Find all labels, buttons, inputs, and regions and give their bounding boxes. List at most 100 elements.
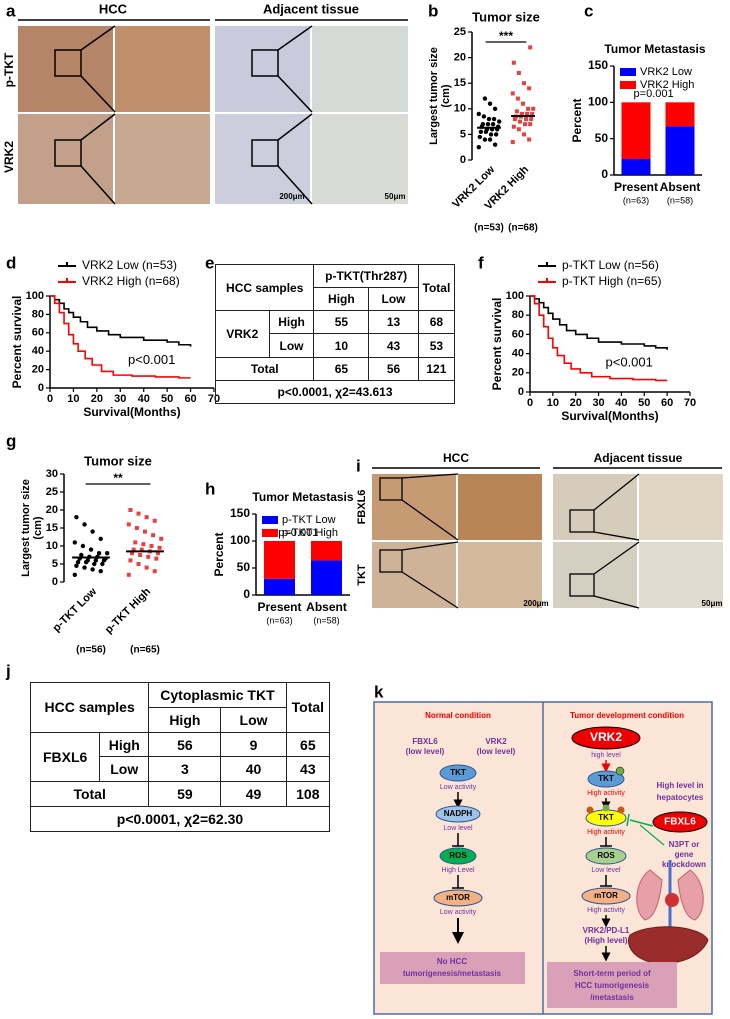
node-state: Low activity (440, 784, 477, 791)
data-point (90, 529, 95, 534)
panel-label: a (6, 1, 16, 20)
cell: 56 (148, 731, 222, 758)
data-point (126, 572, 131, 577)
x-tick-label: 30 (114, 393, 126, 405)
outcome: HCC tumorigenesis (575, 981, 650, 990)
node-label: mTOR (446, 893, 470, 902)
contingency-table: HCC samples Cytoplasmic TKT Total High Low … (29, 682, 331, 832)
table-footer: p<0.0001, χ2=43.613 (215, 379, 455, 405)
row-header: Low (99, 756, 150, 783)
data-point (74, 563, 79, 568)
y-tick-label: 20 (46, 504, 58, 516)
node (435, 805, 481, 823)
note: High level in (656, 781, 703, 790)
bar-segment (621, 102, 651, 160)
x-tick-label: 40 (138, 393, 150, 405)
data-point (74, 515, 79, 520)
column-header: Low (368, 287, 419, 312)
scale-bar-label: 50μm (702, 599, 723, 608)
chart-title: Tumor Metastasis (252, 490, 353, 504)
inhibition (600, 875, 612, 887)
cell: 56 (368, 356, 419, 381)
tissue-image (18, 114, 113, 204)
data-point (511, 124, 516, 129)
category-note: (n=63) (266, 615, 292, 625)
annotation: ** (113, 471, 123, 485)
panel-label: b (428, 1, 438, 20)
y-tick-label: 100 (506, 290, 524, 302)
data-point (482, 96, 488, 101)
data-point (492, 106, 498, 112)
inhibitor-link (639, 824, 665, 846)
node-label: ROS (597, 851, 615, 860)
data-point (133, 540, 138, 545)
node-label: TKT (598, 813, 614, 822)
phospho-mark (586, 806, 594, 814)
node-state: High Level (441, 867, 475, 874)
data-point (529, 117, 534, 122)
y-axis-label: Largest tumor size (20, 479, 32, 577)
panel-label: i (356, 456, 361, 475)
data-point (144, 515, 149, 520)
column-header: HCC (99, 1, 128, 16)
row-header: High (99, 731, 150, 758)
data-point (490, 121, 496, 127)
y-tick-label: 60 (32, 327, 44, 339)
column-header: HCC (443, 451, 469, 465)
legend-label: VRK2 Low (640, 66, 692, 78)
survival-curve (530, 295, 668, 350)
data-point (146, 554, 151, 559)
chart-title: Tumor Metastasis (604, 42, 705, 56)
tissue-image (215, 114, 310, 204)
bar-segment (263, 541, 296, 579)
node-label: NADPH (444, 809, 473, 818)
y-tick-label: 0 (38, 382, 44, 394)
cell: 43 (285, 756, 331, 783)
y-tick-label: 0 (601, 167, 608, 181)
data-point (526, 106, 531, 111)
data-point (478, 129, 484, 135)
scale-bar-label: 50μm (385, 192, 406, 201)
cell: 13 (368, 310, 419, 335)
data-point (82, 565, 87, 570)
x-tick-label: 0 (527, 397, 533, 409)
cell: 68 (417, 310, 456, 335)
row-header: Low (268, 333, 315, 358)
annotation: p=0.001 (278, 527, 318, 539)
node-label: VRK2 (590, 730, 622, 744)
x-tick-label: 20 (91, 393, 103, 405)
column-header: Total (285, 682, 331, 733)
inhibition (452, 833, 464, 847)
panel-label: e (205, 253, 214, 272)
legend-label: p-TKT High (n=65) (562, 274, 662, 288)
row-label: FBXL6 (356, 490, 368, 525)
data-point (85, 558, 90, 563)
x-tick-label: 0 (47, 393, 53, 405)
tissue-image (115, 114, 210, 204)
cell: 43 (368, 333, 419, 358)
phospho-mark (617, 806, 625, 814)
node (652, 811, 708, 833)
inhibition (600, 837, 612, 847)
data-point (138, 553, 143, 557)
data-point (487, 137, 493, 142)
node (585, 847, 627, 865)
data-point (527, 137, 532, 142)
survival-curve (50, 295, 192, 347)
y-axis-label: (cm) (32, 516, 44, 540)
y-tick-label: 50 (237, 560, 251, 574)
phospho-mark (615, 766, 625, 776)
data-point (128, 558, 133, 563)
note: (low level) (477, 747, 516, 756)
column-header: High (313, 287, 370, 312)
data-point (130, 551, 135, 556)
data-point (497, 119, 502, 124)
node-label: TKT (450, 768, 466, 777)
row-group: FBXL6 (29, 731, 101, 783)
cell: 65 (313, 356, 370, 381)
data-point (511, 60, 516, 65)
data-point (98, 536, 103, 541)
x-tick-label: 20 (570, 397, 582, 409)
data-point (488, 132, 494, 137)
annotation: p<0.001 (606, 355, 653, 370)
